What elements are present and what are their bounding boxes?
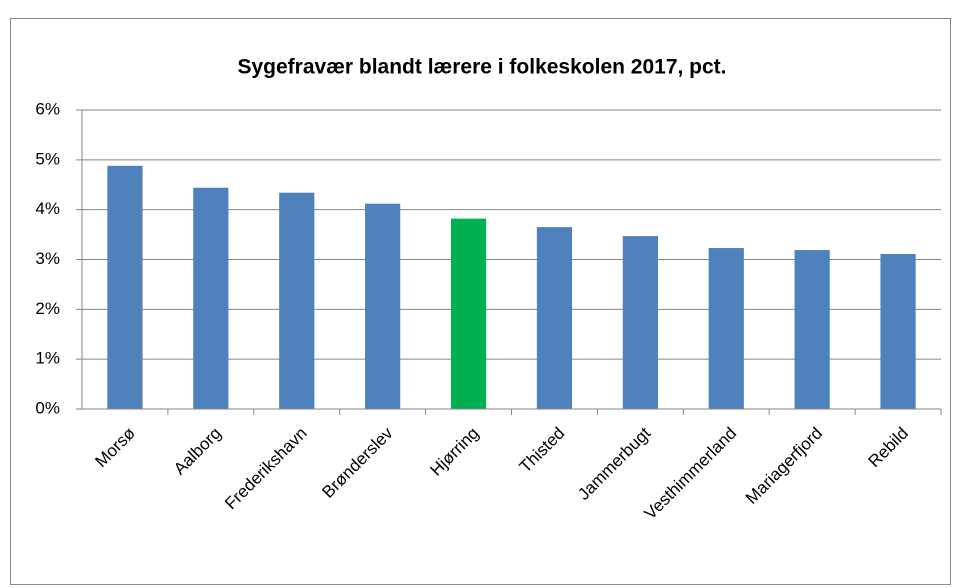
y-tick-label: 0% (35, 398, 60, 417)
y-tick-label: 6% (35, 99, 60, 118)
bar (708, 248, 744, 409)
bar (622, 236, 658, 409)
y-tick-label: 1% (35, 349, 60, 368)
y-tick-label: 4% (35, 199, 60, 218)
bar (193, 187, 229, 409)
y-tick-label: 3% (35, 249, 60, 268)
y-tick-label: 2% (35, 299, 60, 318)
bar (450, 218, 487, 409)
bar (365, 203, 401, 409)
y-tick-label: 5% (35, 149, 60, 168)
bar (880, 254, 916, 409)
bar (107, 165, 143, 409)
bar (794, 250, 830, 409)
bar (279, 192, 315, 409)
chart-title: Sygefravær blandt lærere i folkeskolen 2… (237, 56, 726, 79)
bar (536, 227, 573, 409)
